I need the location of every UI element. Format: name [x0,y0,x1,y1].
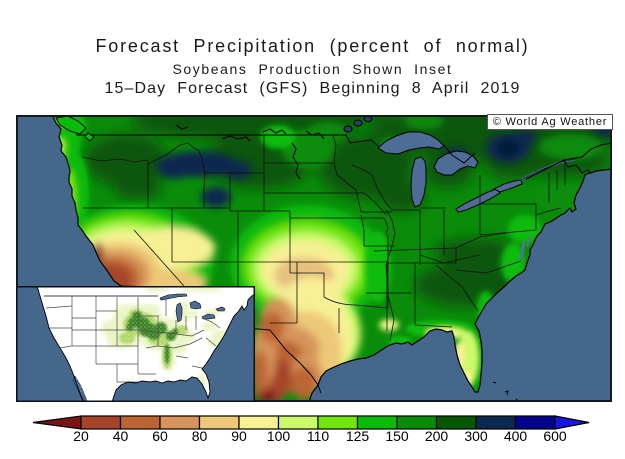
svg-text:400: 400 [504,428,528,444]
svg-text:100: 100 [267,428,291,444]
svg-text:200: 200 [425,428,449,444]
svg-text:125: 125 [346,428,370,444]
svg-text:300: 300 [464,428,488,444]
svg-text:110: 110 [307,428,330,444]
svg-text:40: 40 [113,428,129,444]
svg-text:80: 80 [192,428,208,444]
svg-text:90: 90 [231,428,247,444]
svg-text:150: 150 [385,428,409,444]
svg-text:60: 60 [152,428,168,444]
svg-text:20: 20 [73,428,89,444]
svg-text:600: 600 [543,428,567,444]
